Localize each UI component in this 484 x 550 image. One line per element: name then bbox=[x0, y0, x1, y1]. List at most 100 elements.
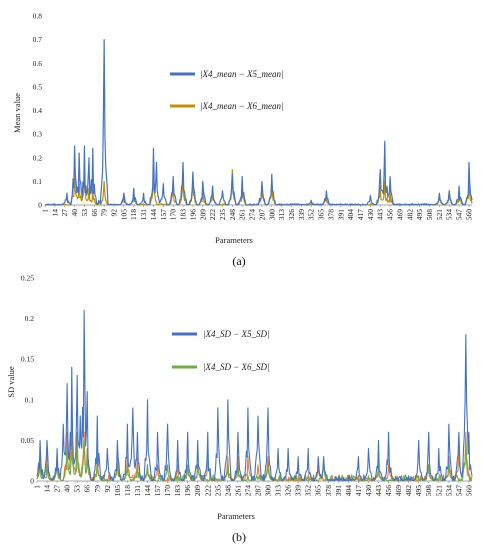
x-tick-label: 456 bbox=[386, 209, 395, 221]
chart-b-x-ticks: 1 14 27 40 53 66 79 92 105 118 131 144 157 170 183 196 2… bbox=[33, 481, 473, 497]
x-tick-label: 378 bbox=[324, 485, 333, 497]
chart-b: 0 0.05 0.1 0.15 0.2 0.25 1 14 27 40 53 66 79 92 105 11… bbox=[6, 274, 473, 545]
x-tick-label: 1 bbox=[33, 485, 42, 489]
y-tick-label: 0.7 bbox=[33, 35, 43, 44]
y-tick-label: 0.1 bbox=[33, 177, 43, 186]
chart-b-y-label: SD value bbox=[6, 366, 16, 398]
x-tick-label: 443 bbox=[374, 485, 383, 497]
x-tick-label: 560 bbox=[464, 485, 473, 497]
x-tick-label: 378 bbox=[326, 209, 335, 221]
x-tick-label: 157 bbox=[159, 209, 168, 221]
x-tick-label: 261 bbox=[233, 485, 242, 497]
x-tick-label: 66 bbox=[90, 209, 99, 217]
x-tick-label: 40 bbox=[70, 209, 79, 217]
y-tick-label: 0.6 bbox=[33, 59, 43, 68]
x-tick-label: 183 bbox=[173, 485, 182, 497]
chart-b-legend-label-1: |X4_SD − X5_SD| bbox=[203, 329, 270, 339]
x-tick-label: 495 bbox=[414, 485, 423, 497]
x-tick-label: 40 bbox=[63, 485, 72, 493]
x-tick-label: 547 bbox=[455, 209, 464, 221]
x-tick-label: 404 bbox=[344, 485, 353, 497]
x-tick-label: 157 bbox=[153, 485, 162, 497]
x-tick-label: 222 bbox=[208, 209, 217, 221]
chart-b-legend-label-2: |X4_SD − X6_SD| bbox=[203, 362, 270, 372]
x-tick-label: 261 bbox=[238, 209, 247, 221]
chart-a-legend: |X4_mean − X5_mean| |X4_mean − X6_mean| bbox=[170, 69, 284, 111]
y-tick-label: 0.4 bbox=[33, 106, 43, 115]
x-tick-label: 534 bbox=[445, 209, 454, 221]
chart-b-panel-label: (b) bbox=[232, 530, 246, 544]
x-tick-label: 53 bbox=[80, 209, 89, 217]
x-tick-label: 222 bbox=[203, 485, 212, 497]
x-tick-label: 547 bbox=[454, 485, 463, 497]
x-tick-label: 66 bbox=[83, 485, 92, 493]
x-tick-label: 92 bbox=[110, 209, 119, 217]
x-tick-label: 469 bbox=[394, 485, 403, 497]
x-tick-label: 14 bbox=[50, 209, 59, 217]
x-tick-label: 313 bbox=[277, 209, 286, 221]
x-tick-label: 560 bbox=[464, 209, 473, 221]
x-tick-label: 105 bbox=[119, 209, 128, 221]
y-tick-label: 0 bbox=[38, 201, 42, 210]
y-tick-label: 0 bbox=[30, 477, 34, 486]
x-tick-label: 196 bbox=[183, 485, 192, 497]
chart-a-panel-label: (a) bbox=[232, 254, 245, 268]
x-tick-label: 469 bbox=[395, 209, 404, 221]
x-tick-label: 131 bbox=[133, 485, 142, 497]
chart-a-y-label: Mean value bbox=[12, 93, 22, 133]
x-tick-label: 131 bbox=[139, 209, 148, 221]
x-tick-label: 417 bbox=[356, 209, 365, 221]
x-tick-label: 209 bbox=[193, 485, 202, 497]
x-tick-label: 417 bbox=[354, 485, 363, 497]
x-tick-label: 508 bbox=[424, 485, 433, 497]
chart-b-x-label: Parameters bbox=[217, 511, 255, 521]
x-tick-label: 430 bbox=[366, 209, 375, 221]
x-tick-label: 352 bbox=[307, 209, 316, 221]
chart-a-x-label: Parameters bbox=[215, 235, 253, 245]
y-tick-label: 0.8 bbox=[33, 12, 43, 21]
chart-a-x-ticks: 1 14 27 40 53 66 79 92 105 118 131 144 157 170 183 196 2… bbox=[41, 205, 473, 221]
chart-a-legend-label-1: |X4_mean − X5_mean| bbox=[200, 69, 284, 79]
chart-b-series bbox=[36, 309, 473, 482]
chart-a-series-1 bbox=[44, 39, 473, 206]
x-tick-label: 404 bbox=[346, 209, 355, 221]
x-tick-label: 170 bbox=[163, 485, 172, 497]
x-tick-label: 53 bbox=[73, 485, 82, 493]
x-tick-label: 92 bbox=[103, 485, 112, 493]
x-tick-label: 287 bbox=[257, 209, 266, 221]
x-tick-label: 508 bbox=[425, 209, 434, 221]
x-tick-label: 79 bbox=[93, 485, 102, 493]
y-tick-label: 0.05 bbox=[21, 436, 34, 445]
x-tick-label: 118 bbox=[123, 485, 132, 496]
x-tick-label: 391 bbox=[334, 485, 343, 497]
x-tick-label: 235 bbox=[213, 485, 222, 497]
x-tick-label: 495 bbox=[415, 209, 424, 221]
x-tick-label: 235 bbox=[218, 209, 227, 221]
x-tick-label: 209 bbox=[198, 209, 207, 221]
x-tick-label: 183 bbox=[179, 209, 188, 221]
y-tick-label: 0.2 bbox=[25, 314, 35, 323]
y-tick-label: 0.3 bbox=[33, 130, 43, 139]
x-tick-label: 118 bbox=[129, 209, 138, 220]
chart-a-legend-label-2: |X4_mean − X6_mean| bbox=[200, 101, 284, 111]
chart-a-series-2 bbox=[44, 168, 473, 206]
x-tick-label: 1 bbox=[41, 209, 50, 213]
x-tick-label: 313 bbox=[274, 485, 283, 497]
chart-a-y-ticks: 0 0.1 0.2 0.3 0.4 0.5 0.6 0.7 0.8 bbox=[33, 12, 43, 210]
x-tick-label: 521 bbox=[435, 209, 444, 221]
x-tick-label: 365 bbox=[317, 209, 326, 221]
x-tick-label: 14 bbox=[43, 485, 52, 493]
x-tick-label: 352 bbox=[304, 485, 313, 497]
x-tick-label: 274 bbox=[243, 485, 252, 497]
x-tick-label: 196 bbox=[188, 209, 197, 221]
chart-a: 0 0.1 0.2 0.3 0.4 0.5 0.6 0.7 0.8 1 14 27 40 53 66 79 9… bbox=[12, 12, 473, 269]
x-tick-label: 248 bbox=[228, 209, 237, 221]
x-tick-label: 27 bbox=[60, 209, 69, 217]
chart-b-y-ticks: 0 0.05 0.1 0.15 0.2 0.25 bbox=[21, 274, 34, 486]
x-tick-label: 144 bbox=[143, 485, 152, 497]
x-tick-label: 27 bbox=[53, 485, 62, 493]
y-tick-label: 0.25 bbox=[21, 274, 34, 283]
x-tick-label: 534 bbox=[444, 485, 453, 497]
x-tick-label: 339 bbox=[297, 209, 306, 221]
